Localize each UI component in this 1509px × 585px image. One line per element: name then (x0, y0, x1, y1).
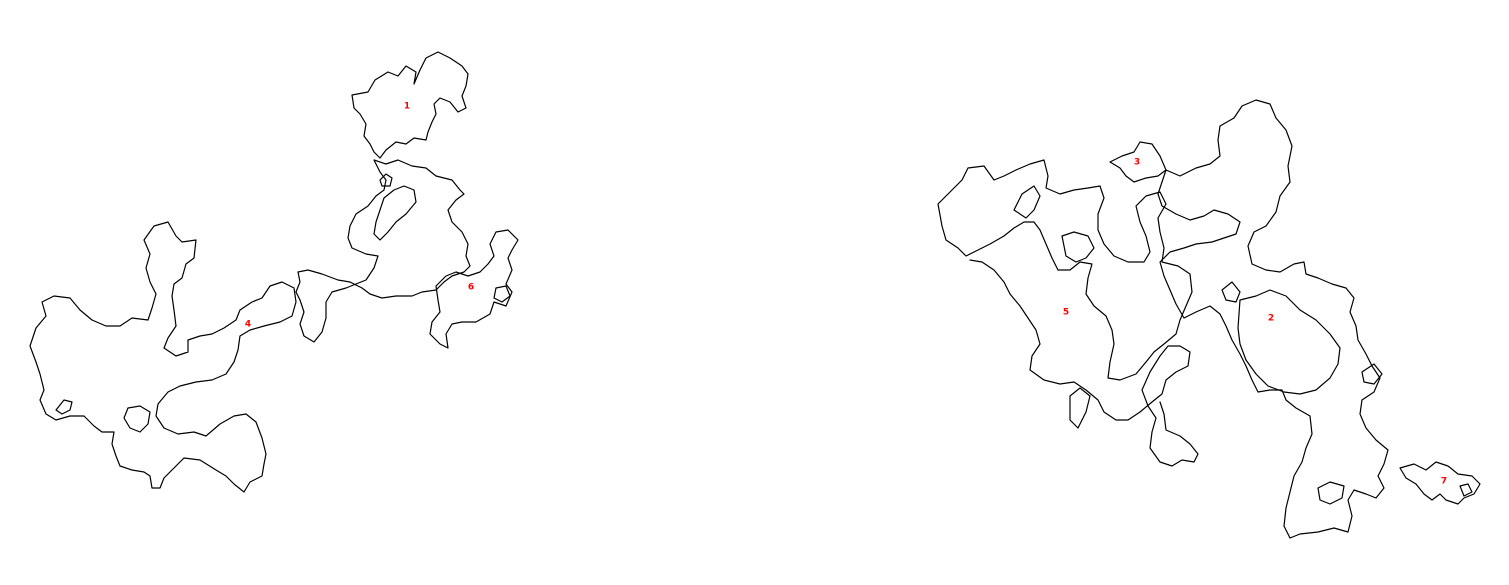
region-6-outline[interactable] (429, 229, 519, 349)
region-1-inner-loop-b (373, 185, 417, 241)
region-1-outline[interactable] (351, 51, 469, 159)
region-label-7: 7 (1441, 477, 1447, 487)
region-1b-outline[interactable] (295, 159, 471, 343)
region-7-outline[interactable] (1399, 461, 1481, 505)
region-4-inner-notch (123, 405, 151, 433)
region-label-4: 4 (245, 320, 251, 330)
region-1-inner-loop-a (379, 173, 393, 187)
region-5-inner-loop-c (1069, 387, 1091, 429)
region-2-inner-loop-b (1237, 289, 1341, 395)
region-2-inner-loop-a (1221, 281, 1241, 303)
region-5-inner-loop-a (1013, 185, 1041, 219)
region-label-3: 3 (1134, 158, 1140, 168)
region-4-inner-loop (55, 399, 73, 415)
region-5-outline[interactable] (937, 159, 1193, 381)
region-2-inner-loop-d (1361, 363, 1383, 385)
region-5-lower[interactable] (969, 259, 1199, 467)
region-2-outline[interactable] (1157, 99, 1389, 539)
region-2-inner-loop-c (1317, 481, 1345, 505)
region-label-2: 2 (1268, 314, 1274, 324)
region-5-inner-loop-b (1061, 231, 1095, 263)
region-label-6: 6 (468, 283, 474, 293)
region-7-inner-loop (1459, 483, 1473, 497)
region-4-outline[interactable] (29, 221, 297, 493)
region-label-5: 5 (1063, 308, 1069, 318)
region-6-inner-loop (493, 285, 511, 303)
region-label-1: 1 (404, 102, 410, 112)
